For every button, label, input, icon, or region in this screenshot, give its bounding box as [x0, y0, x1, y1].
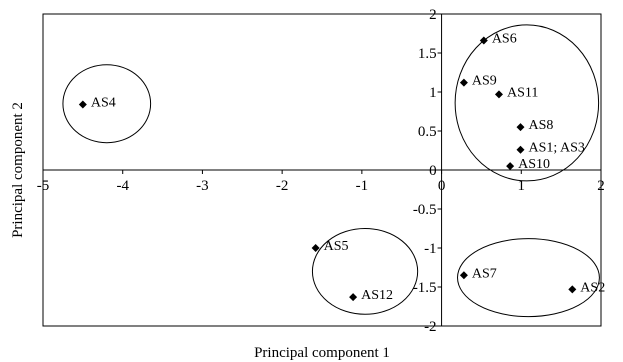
- data-point-marker: [459, 271, 468, 280]
- y-tick-label: -0.5: [413, 202, 437, 218]
- data-point-marker: [506, 162, 515, 171]
- y-tick-label: -2: [424, 319, 437, 335]
- x-tick-label: 2: [597, 178, 605, 194]
- data-point-marker: [568, 285, 577, 294]
- y-tick-label: -1: [424, 241, 437, 257]
- x-tick-label: -5: [37, 178, 50, 194]
- data-point-label: AS5: [324, 239, 349, 254]
- x-tick-label: 1: [518, 178, 526, 194]
- data-point-label: AS12: [361, 288, 393, 303]
- x-tick-label: -3: [196, 178, 209, 194]
- y-tick-label: 0: [429, 163, 437, 179]
- axes: [42, 13, 602, 327]
- x-tick-label: -4: [116, 178, 129, 194]
- cluster-ellipse: [311, 228, 419, 315]
- data-point-marker: [78, 100, 87, 109]
- tick-labels: -5 -4 -3 -2 -1 0 1 2-2-1.5-1-0.500.511.52: [37, 7, 605, 335]
- data-point-label: AS4: [91, 95, 116, 110]
- data-point-label: AS1; AS3: [528, 141, 584, 156]
- data-point-marker: [349, 293, 358, 302]
- data-point-label: AS11: [507, 85, 538, 100]
- data-point-marker: [459, 78, 468, 87]
- data-point-marker: [494, 90, 503, 99]
- y-tick-label: -1.5: [413, 280, 437, 296]
- data-point-label: AS7: [472, 266, 497, 281]
- x-tick-label: 0: [438, 178, 446, 194]
- data-point-marker: [311, 244, 320, 252]
- y-axis-title: Principal component 2: [10, 102, 26, 238]
- data-point-label: AS9: [472, 74, 497, 89]
- x-tick-label: -1: [356, 178, 369, 194]
- data-point-label: AS2: [580, 280, 605, 295]
- x-axis-title: Principal component 1: [254, 345, 390, 361]
- y-tick-label: 0.5: [418, 124, 437, 140]
- data-point-marker: [516, 145, 525, 154]
- y-tick-label: 2: [429, 7, 437, 23]
- x-tick-label: -2: [276, 178, 289, 194]
- cluster-ellipse: [454, 24, 600, 182]
- y-tick-label: 1: [429, 85, 437, 101]
- cluster-ellipse: [457, 238, 600, 318]
- y-tick-label: 1.5: [418, 46, 437, 62]
- cluster-ellipse: [62, 64, 152, 144]
- data-point-marker: [479, 36, 488, 45]
- data-point-label: AS10: [518, 157, 550, 172]
- data-point-label: AS6: [492, 32, 517, 47]
- cluster-ellipses: [62, 24, 600, 318]
- data-point-marker: [516, 123, 525, 132]
- data-point-label: AS8: [528, 118, 553, 133]
